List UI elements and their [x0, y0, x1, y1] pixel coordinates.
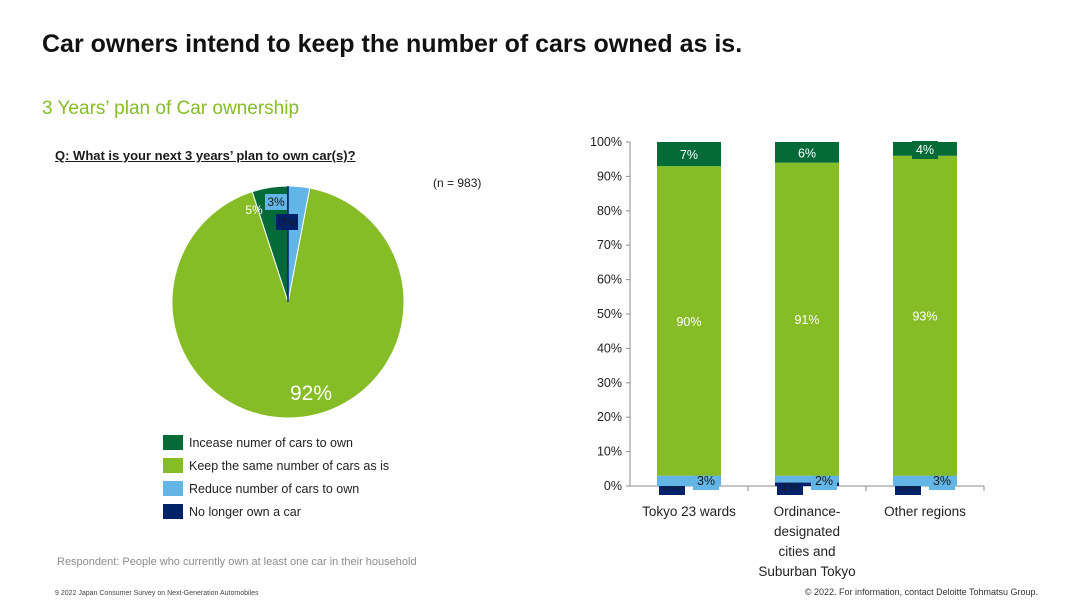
- y-tick-label: 90%: [597, 169, 622, 183]
- bar-segment-reduce: [775, 475, 839, 483]
- y-tick-label: 0%: [604, 479, 622, 493]
- y-tick-label: 20%: [597, 410, 622, 424]
- y-tick-label: 80%: [597, 204, 622, 218]
- legend-label-keep: Keep the same number of cars as is: [189, 458, 390, 473]
- pie-legend: Incease numer of cars to own Keep the sa…: [163, 431, 389, 523]
- pie-label-keep: 92%: [290, 382, 332, 405]
- bar-label-reduce: 2%: [815, 474, 833, 488]
- pie-label-no-longer-box: [276, 214, 298, 230]
- legend-item-no-longer: No longer own a car: [163, 500, 389, 523]
- bar-label-keep: 93%: [912, 310, 937, 324]
- bar-segment-keep: [657, 166, 721, 476]
- page-title: Car owners intend to keep the number of …: [42, 30, 743, 58]
- pie-label-increase: 5%: [245, 203, 263, 217]
- bar-label-reduce: 3%: [933, 474, 951, 488]
- bar-segment-increase: [775, 142, 839, 163]
- respondent-note: Respondent: People who currently own at …: [57, 556, 417, 568]
- legend-item-increase: Incease numer of cars to own: [163, 431, 389, 454]
- y-tick-label: 10%: [597, 445, 622, 459]
- bar-segment-reduce: [893, 475, 957, 486]
- bar-segment-keep: [893, 155, 957, 476]
- pie-label-no-longer: 0%: [278, 215, 296, 229]
- y-tick-label: 60%: [597, 273, 622, 287]
- y-tick-label: 30%: [597, 376, 622, 390]
- legend-label-reduce: Reduce number of cars to own: [189, 481, 360, 496]
- bar-segment-reduce: [657, 475, 721, 486]
- x-category-label: Suburban Tokyo: [758, 564, 855, 579]
- x-category-label: designated: [774, 524, 840, 539]
- bar-label-keep: 91%: [794, 313, 819, 327]
- x-category-label: Other regions: [884, 504, 966, 519]
- legend-label-increase: Incease numer of cars to own: [189, 435, 353, 450]
- stacked-bar-chart: 0%10%20%30%40%50%60%70%80%90%100%0%3%90%…: [590, 135, 985, 579]
- y-tick-label: 40%: [597, 341, 622, 355]
- legend-swatch-no-longer: [163, 504, 183, 519]
- pie-label-reduce-box: [265, 194, 287, 210]
- footer-survey-name: 9 2022 Japan Consumer Survey on Next-Gen…: [55, 590, 259, 597]
- x-category-label: cities and: [778, 544, 835, 559]
- legend-label-no-longer: No longer own a car: [189, 504, 301, 519]
- bar-label-box-reduce: [693, 472, 719, 490]
- survey-question: Q: What is your next 3 years’ plan to ow…: [55, 148, 356, 163]
- pie-slice-keep: [171, 187, 405, 419]
- legend-item-reduce: Reduce number of cars to own: [163, 477, 389, 500]
- legend-swatch-keep: [163, 458, 183, 473]
- x-category-label: Ordinance-: [774, 504, 841, 519]
- bar-label-box-reduce: [929, 472, 955, 490]
- footer-copyright: © 2022. For information, contact Deloitt…: [804, 587, 1038, 597]
- bar-label-box-increase: [912, 141, 938, 159]
- bar-label-increase: 7%: [680, 148, 698, 162]
- bar-label-box-reduce: [811, 472, 837, 490]
- bar-label-keep: 90%: [676, 315, 701, 329]
- y-tick-label: 100%: [590, 135, 622, 149]
- y-tick-label: 70%: [597, 238, 622, 252]
- legend-swatch-reduce: [163, 481, 183, 496]
- bar-label-reduce: 3%: [697, 474, 715, 488]
- legend-item-keep: Keep the same number of cars as is: [163, 454, 389, 477]
- legend-swatch-increase: [163, 435, 183, 450]
- bar-segment-no-longer: [775, 482, 839, 486]
- sample-size: (n = 983): [433, 176, 482, 190]
- bar-label-increase: 4%: [916, 143, 934, 157]
- pie-chart: 92% 5% 3% 0%: [171, 185, 405, 419]
- y-tick-label: 50%: [597, 307, 622, 321]
- bar-segment-increase: [657, 142, 721, 167]
- x-category-label: Tokyo 23 wards: [642, 504, 736, 519]
- pie-label-reduce: 3%: [267, 195, 285, 209]
- bar-segment-keep: [775, 162, 839, 476]
- bar-label-increase: 6%: [798, 146, 816, 160]
- section-subtitle: 3 Years’ plan of Car ownership: [42, 98, 300, 119]
